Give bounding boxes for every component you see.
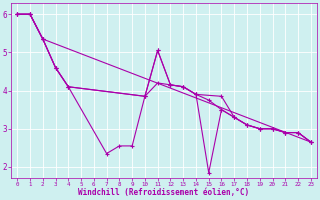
- X-axis label: Windchill (Refroidissement éolien,°C): Windchill (Refroidissement éolien,°C): [78, 188, 250, 197]
